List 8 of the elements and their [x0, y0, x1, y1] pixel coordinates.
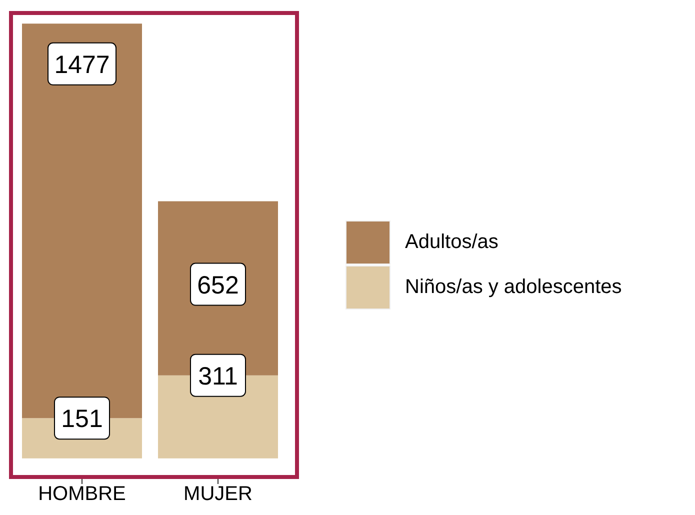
x-tick-label: MUJER [184, 483, 252, 506]
data-label: 652 [197, 271, 239, 300]
data-label: 151 [61, 405, 103, 434]
data-label: 1477 [54, 50, 110, 79]
x-tick-label: HOMBRE [38, 483, 126, 506]
legend-label: Niños/as y adolescentes [405, 276, 622, 299]
data-label: 311 [198, 362, 238, 390]
text: Adultos/as [405, 231, 498, 254]
